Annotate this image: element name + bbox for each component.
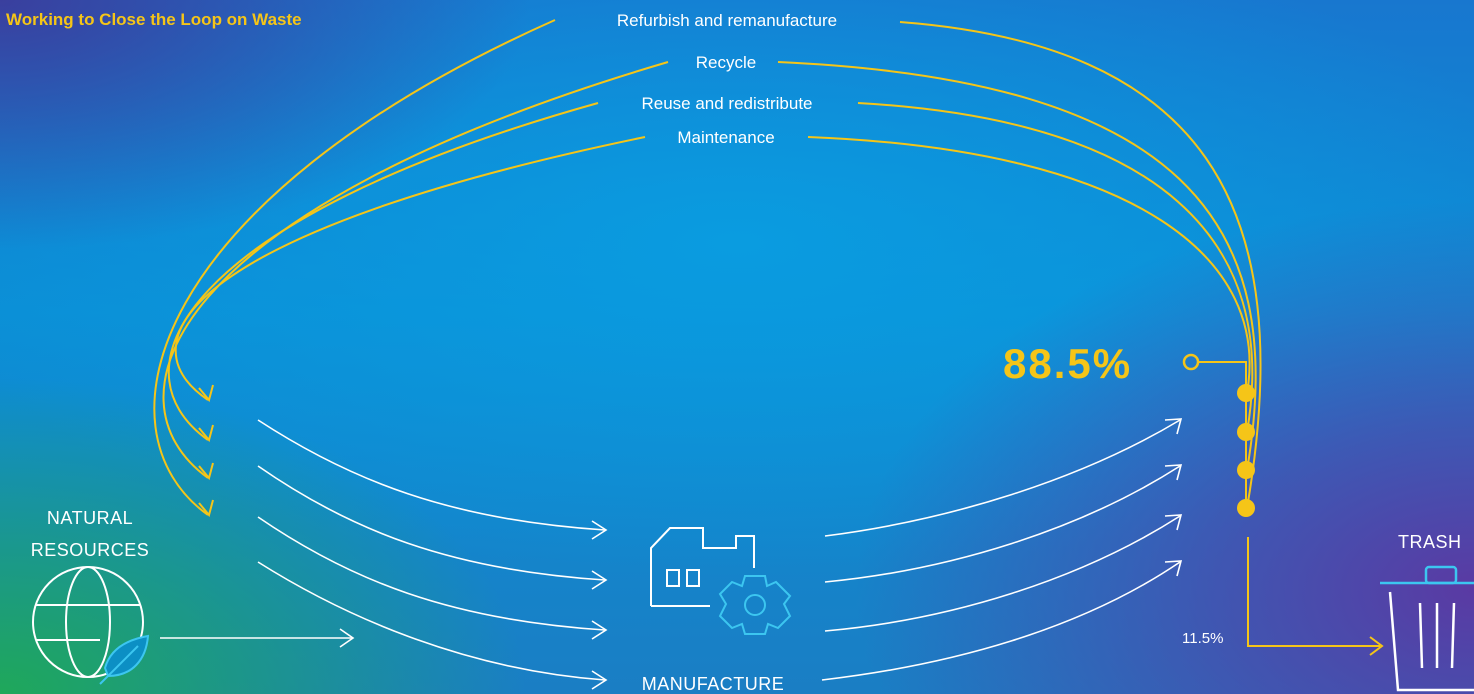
loop-label-recycle: Recycle (696, 53, 756, 72)
outflow-head-2 (1164, 464, 1183, 481)
inflow-head-1 (591, 520, 608, 540)
loop-label-maintenance: Maintenance (677, 128, 774, 147)
trash-percentage: 11.5% (1182, 630, 1223, 647)
trash-body (1388, 591, 1474, 692)
globe-latitudes (36, 604, 140, 641)
manufacture-label: MANUFACTURE (642, 674, 785, 694)
loop-label-refurbish: Refurbish and remanufacture (617, 11, 837, 30)
loop-arcs (153, 19, 1262, 516)
outflow-line-1 (824, 419, 1181, 537)
gear-icon (718, 575, 792, 635)
outflow-head-3 (1164, 514, 1183, 531)
inflow-line-3 (257, 516, 606, 631)
leaf-icon (103, 634, 150, 678)
recovered-percentage: 88.5% (1003, 340, 1132, 387)
outflow-arrows (821, 418, 1183, 681)
loop-arc-refurbish (153, 19, 1262, 516)
inflow-head-4 (591, 670, 608, 690)
loop-arc-recycle (162, 61, 1257, 479)
trash-arrowhead (1369, 636, 1384, 656)
natural-resources-label-line1: NATURAL (47, 508, 133, 528)
trash-can-icon (1380, 565, 1474, 692)
trash-ribs (1418, 602, 1456, 669)
loop-node-reuse (1237, 423, 1255, 441)
loop-node-maintenance (1237, 384, 1255, 402)
inflow-head-2 (591, 570, 608, 590)
loop-arrowheads (198, 384, 214, 518)
factory-window-2 (686, 569, 700, 587)
trash-label: TRASH (1398, 532, 1462, 552)
loop-node-recycle (1237, 461, 1255, 479)
outflow-line-4 (821, 561, 1181, 681)
resource-arrow-head (339, 628, 355, 648)
loop-nodes (1237, 384, 1255, 517)
arrowhead-1 (198, 499, 214, 518)
factory-window-1 (666, 569, 680, 587)
arrowhead-4 (198, 384, 214, 403)
arrowhead-2 (198, 462, 214, 481)
inflow-line-2 (257, 465, 606, 581)
inflow-line-4 (257, 561, 606, 681)
globe-leaf-icon (32, 566, 150, 685)
inflow-head-3 (591, 620, 608, 640)
inflow-line-1 (257, 419, 606, 531)
recovered-marker-ring (1182, 353, 1200, 371)
loop-arc-reuse (167, 102, 1254, 441)
outflow-head-1 (1164, 418, 1183, 435)
factory-gear-icon (650, 527, 792, 635)
trash-connector (1247, 537, 1380, 647)
arrowhead-3 (198, 424, 214, 443)
page-title: Working to Close the Loop on Waste (6, 10, 302, 29)
trash-lid-handle (1424, 565, 1458, 585)
natural-resources-label-line2: RESOURCES (31, 540, 150, 560)
factory-outline (650, 527, 755, 606)
leaf-stem (99, 645, 139, 685)
globe-meridian (65, 566, 111, 678)
loop-label-reuse: Reuse and redistribute (641, 94, 812, 113)
outflow-head-4 (1164, 560, 1183, 577)
inflow-arrows (160, 419, 608, 690)
loop-arc-maintenance (174, 136, 1251, 401)
loop-node-refurbish (1237, 499, 1255, 517)
recovered-connector (1198, 361, 1247, 508)
outflow-line-2 (824, 465, 1181, 583)
outflow-line-3 (824, 515, 1181, 632)
